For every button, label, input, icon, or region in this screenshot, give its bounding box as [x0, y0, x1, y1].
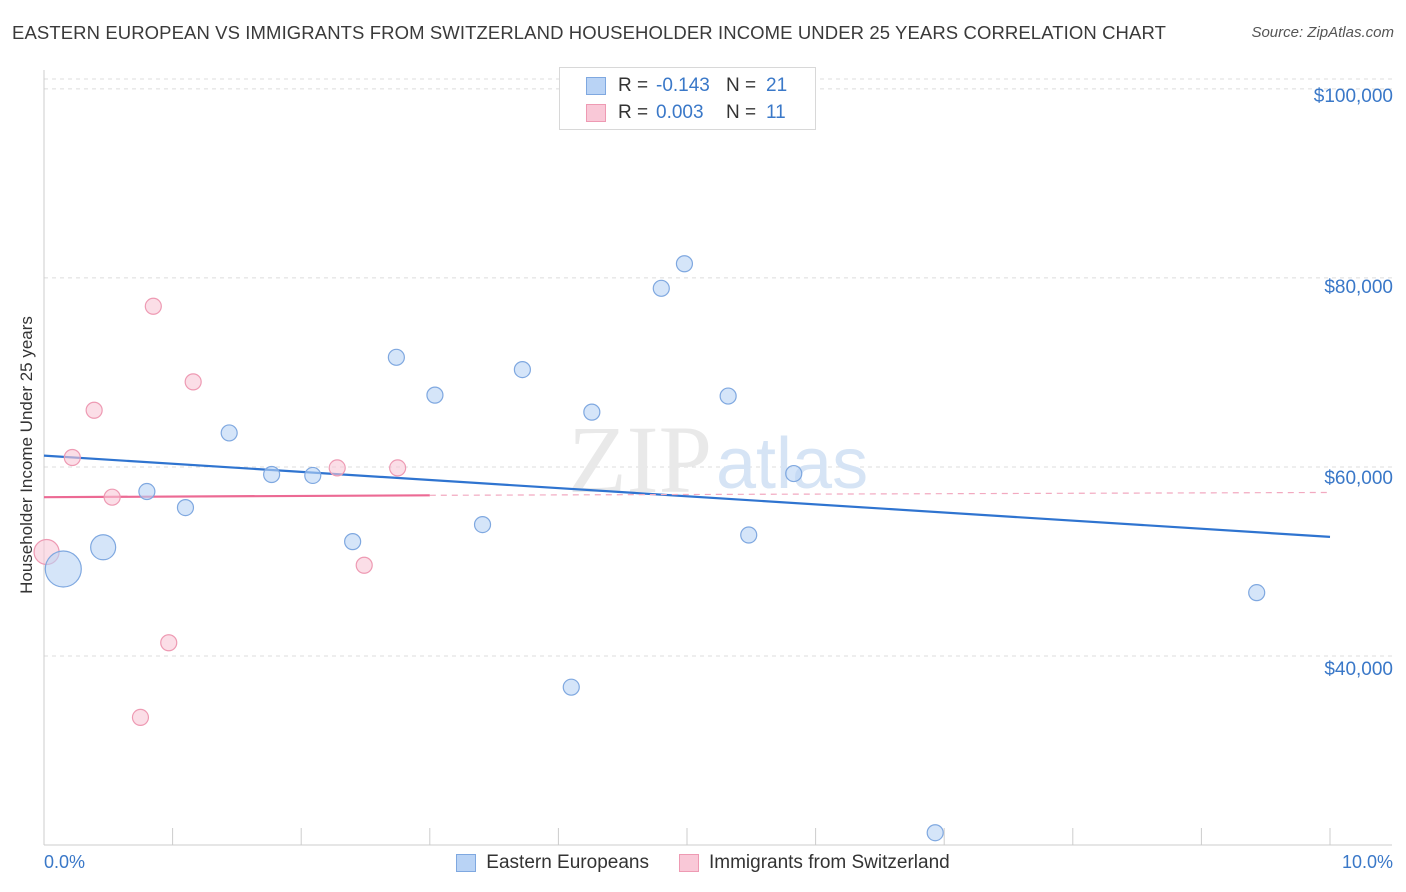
- trend-line-swiss-extension: [429, 491, 1331, 496]
- point-eastern-europeans: [387, 348, 405, 366]
- point-eastern-europeans: [344, 533, 362, 551]
- point-eastern-europeans: [785, 464, 803, 483]
- legend-item-eastern-europeans[interactable]: Eastern Europeans: [456, 852, 649, 874]
- point-eastern-europeans: [426, 386, 444, 404]
- r-value: 0.003: [656, 102, 704, 123]
- point-eastern-europeans: [1248, 584, 1266, 602]
- point-eastern-europeans: [220, 424, 238, 442]
- y-axis-label: Householder Income Under 25 years: [17, 316, 36, 594]
- point-swiss-immigrants: [184, 373, 202, 391]
- n-value: 11: [766, 102, 786, 123]
- point-eastern-europeans: [473, 516, 492, 534]
- point-swiss-immigrants: [328, 459, 346, 477]
- point-eastern-europeans: [90, 534, 117, 561]
- pink-swatch-icon: [586, 104, 606, 122]
- point-swiss-immigrants: [131, 708, 150, 727]
- n-label: N =: [726, 75, 757, 96]
- r-value: -0.143: [656, 75, 710, 96]
- point-swiss-immigrants: [103, 488, 121, 506]
- x-tick-label-min: 0.0%: [44, 852, 86, 872]
- r-label: R =: [618, 75, 649, 96]
- point-eastern-europeans: [719, 387, 737, 405]
- y-tick-label: $60,000: [1324, 468, 1393, 489]
- point-eastern-europeans: [304, 466, 322, 485]
- n-value: 21: [766, 75, 788, 96]
- point-eastern-europeans: [652, 279, 670, 297]
- n-label: N =: [726, 102, 757, 123]
- legend-row-eastern-europeans: R = -0.143 N = 21: [586, 74, 787, 98]
- point-swiss-immigrants: [160, 634, 178, 652]
- point-eastern-europeans: [176, 498, 195, 517]
- point-eastern-europeans: [926, 824, 944, 842]
- point-swiss-immigrants: [85, 401, 103, 419]
- source-label: Source: ZipAtlas.com: [1251, 24, 1394, 41]
- r-label: R =: [618, 102, 649, 123]
- trend-line-swiss-immigrants: [43, 494, 430, 499]
- axis-layer: [43, 70, 1392, 846]
- point-eastern-europeans: [740, 526, 758, 544]
- trend-line-eastern-europeans: [43, 454, 1331, 538]
- point-swiss-immigrants: [63, 448, 81, 467]
- point-eastern-europeans: [513, 361, 531, 379]
- x-tick-label-max: 10.0%: [1341, 852, 1393, 872]
- point-layer: [33, 255, 1266, 842]
- point-eastern-europeans: [675, 255, 694, 273]
- point-eastern-europeans: [562, 678, 580, 696]
- y-tick-label: $40,000: [1324, 659, 1393, 680]
- watermark-atlas: atlas: [716, 424, 868, 504]
- point-eastern-europeans: [138, 482, 156, 501]
- legend-row-swiss-immigrants: R = 0.003 N = 11: [586, 101, 786, 125]
- point-eastern-europeans: [583, 403, 601, 421]
- y-tick-label: $80,000: [1324, 277, 1393, 298]
- legend-label: Eastern Europeans: [486, 852, 649, 873]
- point-eastern-europeans: [44, 550, 82, 588]
- series-legend: Eastern Europeans Immigrants from Switze…: [0, 852, 1406, 874]
- watermark: ZIP atlas: [568, 406, 868, 513]
- correlation-legend: R = -0.143 N = 21 R = 0.003 N = 11: [559, 67, 816, 130]
- chart-title: EASTERN EUROPEAN VS IMMIGRANTS FROM SWIT…: [12, 22, 1166, 43]
- legend-item-swiss-immigrants[interactable]: Immigrants from Switzerland: [678, 852, 950, 874]
- point-swiss-immigrants: [389, 459, 407, 477]
- blue-swatch-icon: [586, 77, 606, 95]
- point-swiss-immigrants: [144, 297, 162, 315]
- y-tick-label: $100,000: [1313, 86, 1393, 107]
- pink-swatch-icon: [678, 854, 699, 872]
- point-eastern-europeans: [263, 465, 281, 484]
- blue-swatch-icon: [456, 854, 477, 872]
- point-swiss-immigrants: [355, 556, 373, 574]
- legend-label: Immigrants from Switzerland: [708, 852, 950, 873]
